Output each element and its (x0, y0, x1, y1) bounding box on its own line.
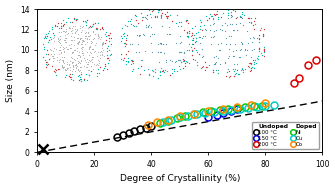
Y-axis label: Size (nm): Size (nm) (6, 59, 14, 102)
Legend: Undoped, 100 °C, 150 °C, 200 °C, Doped, Ni, Cu, Co: Undoped, 100 °C, 150 °C, 200 °C, Doped, … (252, 122, 319, 149)
X-axis label: Degree of Crystallinity (%): Degree of Crystallinity (%) (120, 174, 240, 184)
